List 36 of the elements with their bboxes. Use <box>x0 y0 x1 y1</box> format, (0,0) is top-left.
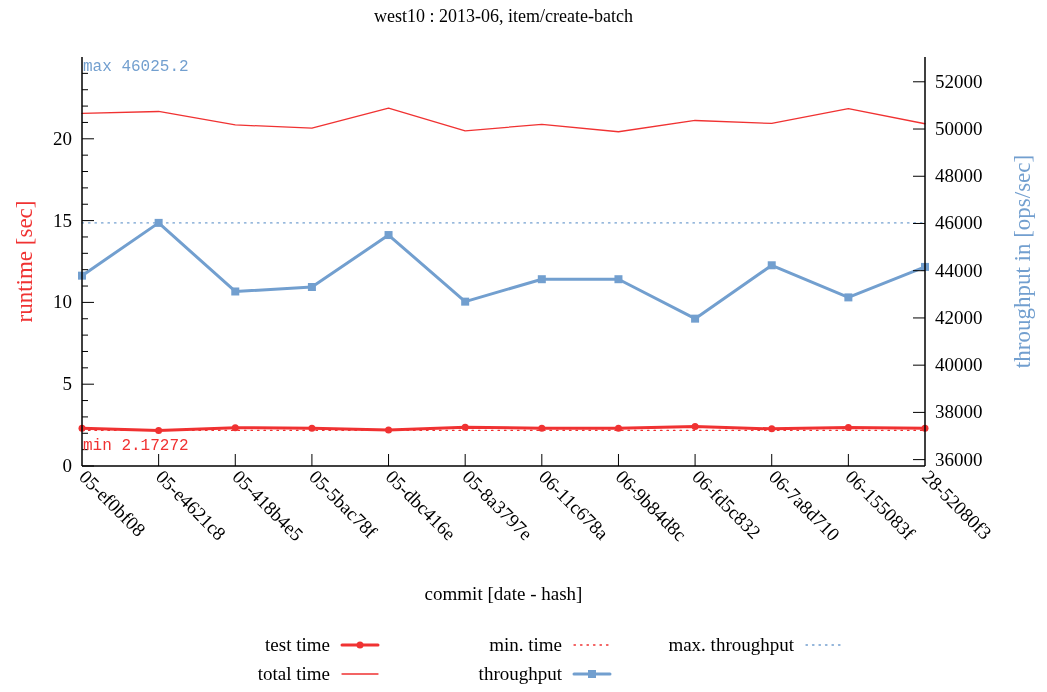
point <box>154 218 163 227</box>
legend-label: min. time <box>489 634 562 655</box>
y-axis-title: runtime [sec] <box>12 200 37 323</box>
y2-tick-label: 50000 <box>935 118 983 140</box>
point <box>537 275 546 284</box>
annotation: min 2.17272 <box>83 437 189 455</box>
point <box>461 297 470 306</box>
y2-tick-label: 42000 <box>935 306 983 328</box>
point <box>231 287 240 296</box>
y2-tick-label: 40000 <box>935 354 983 376</box>
legend-label: max. throughput <box>668 634 795 655</box>
point <box>384 231 393 240</box>
y2-tick-label: 38000 <box>935 401 983 423</box>
point <box>767 261 776 270</box>
y-tick-label: 5 <box>62 373 72 395</box>
y2-tick-label: 48000 <box>935 165 983 187</box>
legend-label: total time <box>257 663 330 684</box>
y2-tick-label: 44000 <box>935 259 983 281</box>
point <box>691 314 700 323</box>
y2-tick-label: 36000 <box>935 448 983 470</box>
y-tick-label: 10 <box>53 291 72 313</box>
y2-tick-label: 46000 <box>935 212 983 234</box>
point <box>614 275 623 284</box>
point <box>844 293 853 302</box>
y2-axis-title: throughput in [ops/sec] <box>1010 154 1035 369</box>
y-tick-label: 0 <box>62 455 72 476</box>
y2-tick-label: 52000 <box>935 70 983 92</box>
x-axis-title: commit [date - hash] <box>424 583 583 604</box>
point <box>307 283 316 291</box>
legend-label: test time <box>265 634 330 655</box>
legend-label: throughput <box>478 663 563 684</box>
annotation: max 46025.2 <box>83 58 189 76</box>
y-tick-label: 15 <box>53 209 72 231</box>
y-tick-label: 20 <box>53 127 72 149</box>
line-series <box>81 107 926 133</box>
chart-title: west10 : 2013-06, item/create-batch <box>374 6 633 26</box>
